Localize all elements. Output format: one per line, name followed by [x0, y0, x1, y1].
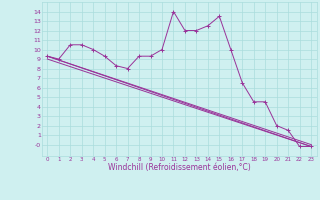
X-axis label: Windchill (Refroidissement éolien,°C): Windchill (Refroidissement éolien,°C)	[108, 163, 251, 172]
